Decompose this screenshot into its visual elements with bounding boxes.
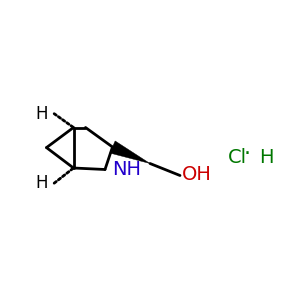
Text: H: H (260, 148, 274, 167)
Text: Cl: Cl (228, 148, 247, 167)
Text: H: H (36, 105, 48, 123)
Text: OH: OH (182, 164, 212, 184)
Text: ·: · (244, 145, 251, 164)
Text: H: H (36, 174, 48, 192)
Text: NH: NH (112, 160, 142, 179)
Polygon shape (110, 141, 150, 164)
